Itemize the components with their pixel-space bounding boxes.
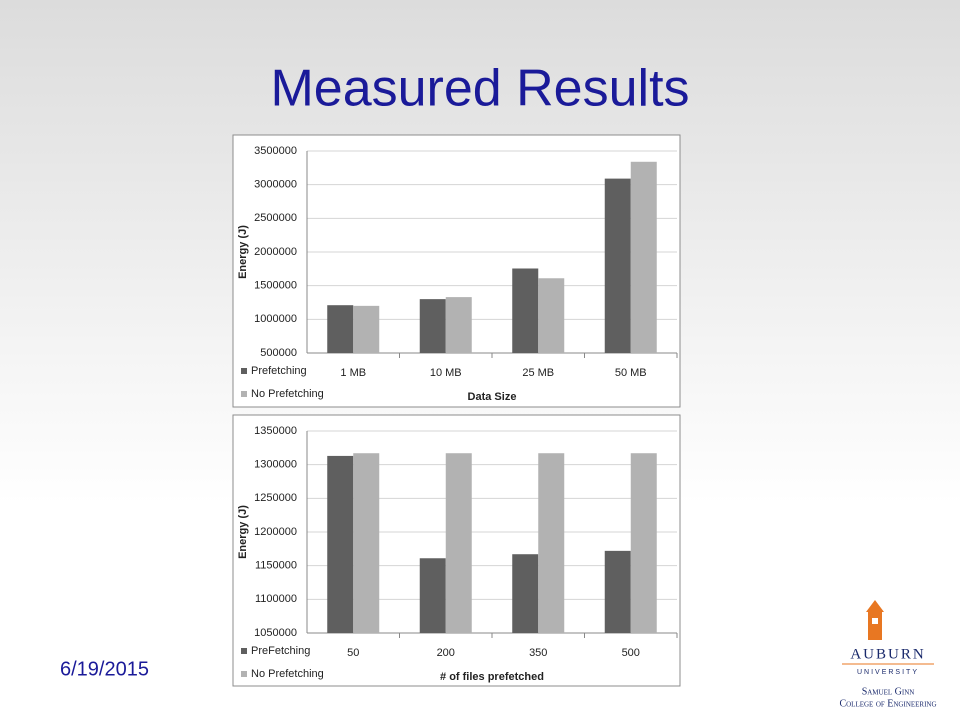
logo-window (872, 618, 878, 624)
logo-tower (868, 612, 882, 640)
bar (538, 453, 565, 633)
x-tick-label: 25 MB (522, 367, 554, 379)
logo-line2: College of Engineering (839, 698, 936, 709)
bar (353, 305, 380, 353)
x-tick-label: 200 (437, 647, 455, 659)
bar (630, 453, 657, 633)
legend-label: No Prefetching (251, 388, 324, 400)
legend-label: Prefetching (251, 365, 307, 377)
logo-name: AUBURN (850, 646, 925, 662)
x-axis-title: Data Size (468, 391, 517, 403)
legend-swatch (241, 671, 247, 677)
legend-label: No Prefetching (251, 668, 324, 680)
legend-swatch (241, 368, 247, 374)
y-axis-title: Energy (J) (237, 505, 249, 559)
bar (604, 550, 631, 633)
chart: 1050000 1100000 1150000 1200000 1250000 13000… (232, 414, 681, 687)
bar (419, 299, 446, 353)
bar (538, 278, 565, 353)
x-tick-label: 50 MB (615, 367, 647, 379)
legend-swatch (241, 648, 247, 654)
y-tick-label: 1000000 (254, 313, 297, 325)
bar (445, 453, 472, 633)
y-tick-label: 1100000 (255, 593, 297, 605)
bar (327, 455, 354, 633)
bar (419, 558, 446, 633)
y-tick-label: 1350000 (254, 425, 297, 437)
y-tick-label: 1200000 (254, 526, 297, 538)
bar (604, 178, 631, 353)
slide-date: 6/19/2015 (60, 658, 149, 680)
y-tick-label: 1250000 (254, 492, 297, 504)
bar (327, 305, 354, 353)
x-axis-title: # of files prefetched (440, 671, 544, 683)
logo-roof (866, 600, 884, 612)
y-tick-label: 3500000 (254, 145, 297, 157)
bar (353, 453, 380, 633)
x-tick-label: 350 (529, 647, 547, 659)
y-axis-title: Energy (J) (237, 225, 249, 279)
bar (512, 268, 539, 353)
logo-sub: UNIVERSITY (857, 669, 919, 676)
x-tick-label: 10 MB (430, 367, 462, 379)
x-tick-label: 50 (347, 647, 359, 659)
legend-label: PreFetching (251, 645, 310, 657)
y-tick-label: 500000 (260, 347, 297, 359)
x-tick-label: 500 (622, 647, 640, 659)
y-tick-label: 1150000 (255, 560, 297, 572)
legend-swatch (241, 391, 247, 397)
bar (445, 297, 472, 353)
y-tick-label: 2000000 (254, 246, 297, 258)
bar (512, 554, 539, 633)
x-tick-label: 1 MB (340, 367, 366, 379)
y-tick-label: 1500000 (254, 280, 297, 292)
slide-title: Measured Results (270, 60, 689, 118)
logo: AUBURN UNIVERSITY Samuel Ginn College of… (839, 600, 937, 709)
logo-line1: Samuel Ginn (862, 686, 915, 697)
bar (630, 161, 657, 353)
y-tick-label: 2500000 (254, 212, 297, 224)
y-tick-label: 1300000 (254, 459, 297, 471)
y-tick-label: 1050000 (254, 627, 297, 639)
y-tick-label: 3000000 (254, 179, 297, 191)
chart: 500000 1000000 1500000 2000000 2500000 300000… (232, 134, 681, 408)
